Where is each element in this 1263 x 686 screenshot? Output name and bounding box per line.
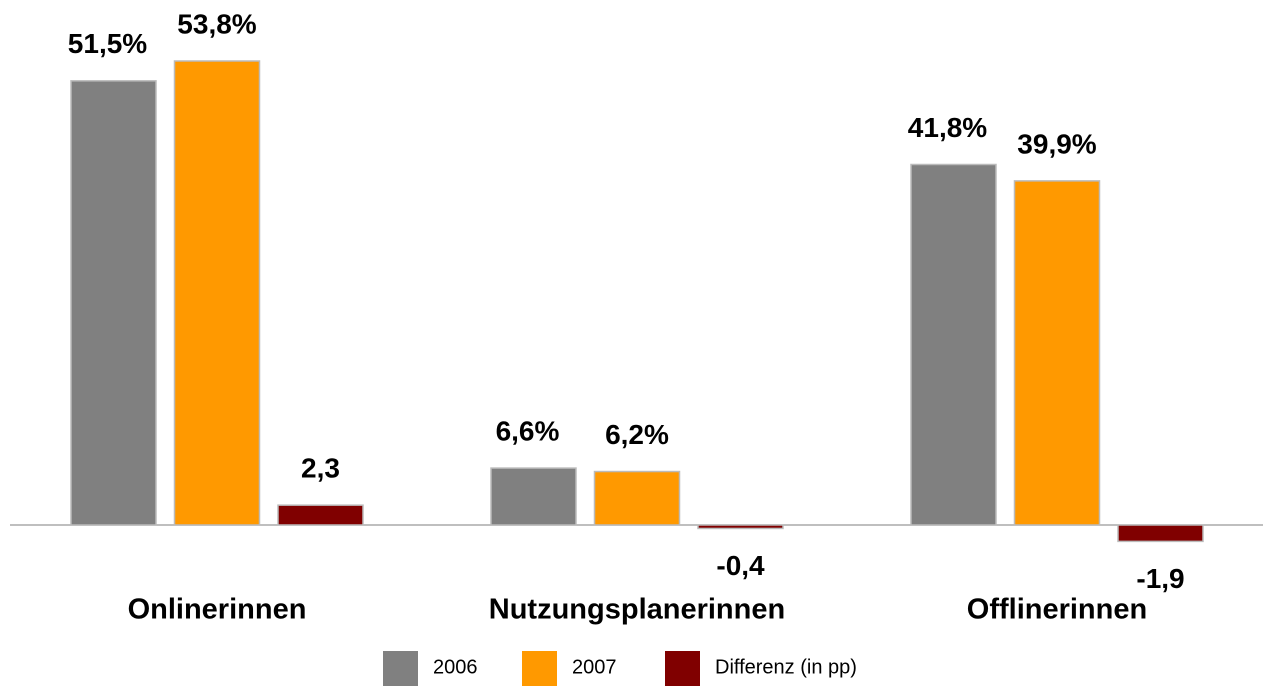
bar xyxy=(593,470,681,526)
value-label: 41,8% xyxy=(908,112,987,143)
value-label: 39,9% xyxy=(1017,128,1096,159)
value-label: 6,2% xyxy=(605,419,669,450)
value-label: -0,4 xyxy=(716,550,765,581)
legend-label: Differenz (in pp) xyxy=(715,656,857,678)
legend-swatch xyxy=(665,651,700,686)
bar xyxy=(70,80,157,526)
bar xyxy=(697,524,784,530)
value-label: 6,6% xyxy=(496,415,560,446)
category-label: Onlinerinnen xyxy=(128,594,307,626)
bar xyxy=(1117,524,1204,543)
legend-label: 2006 xyxy=(433,656,478,678)
bar xyxy=(173,60,261,526)
bar xyxy=(277,504,364,526)
value-label: 53,8% xyxy=(177,8,256,39)
value-label: 2,3 xyxy=(301,453,340,484)
value-label: -1,9 xyxy=(1136,563,1184,594)
bar xyxy=(1013,180,1101,526)
category-label: Offlinerinnen xyxy=(967,594,1147,626)
bar xyxy=(910,163,997,526)
value-label: 51,5% xyxy=(68,28,147,59)
legend-swatch xyxy=(522,651,557,686)
legend-swatch xyxy=(383,651,418,686)
legend-label: 2007 xyxy=(572,656,617,678)
bar xyxy=(490,467,577,526)
category-label: Nutzungsplanerinnen xyxy=(489,594,785,626)
